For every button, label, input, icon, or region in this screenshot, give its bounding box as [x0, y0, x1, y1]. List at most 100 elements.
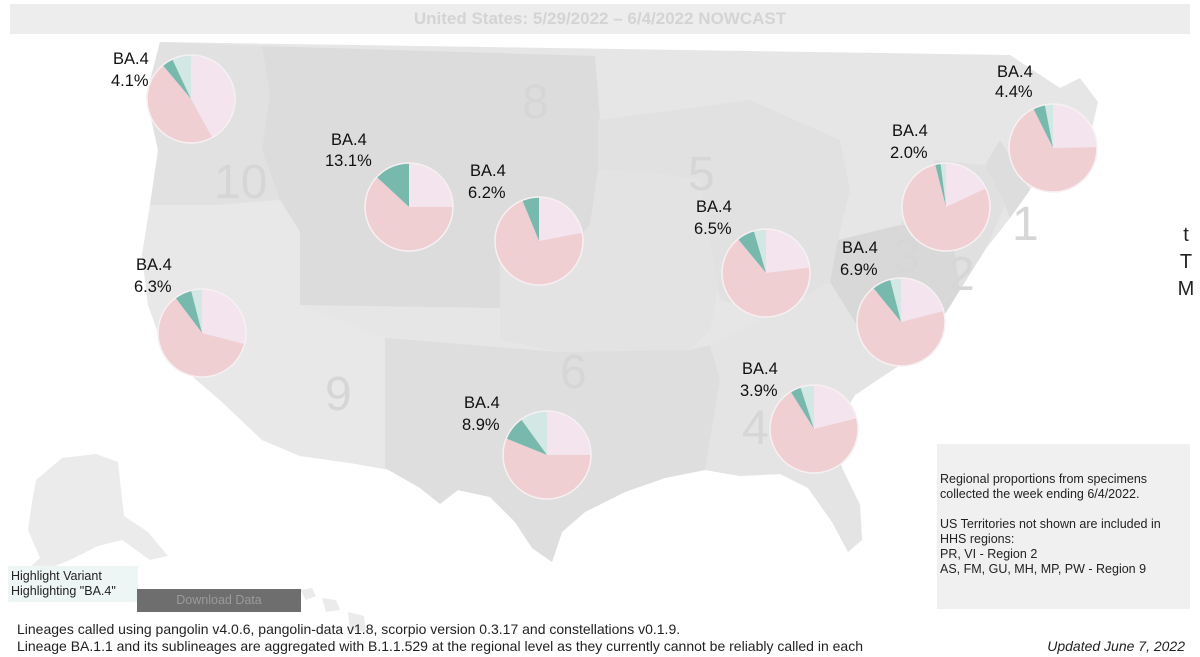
hawaii-land: [300, 588, 366, 632]
info-panel: Regional proportions from specimens coll…: [937, 444, 1190, 609]
pie-slice-highlight: [162, 59, 191, 99]
pie-label-percent: 4.4%: [995, 83, 1033, 101]
region-number-2: 2: [948, 248, 975, 301]
pie-slice-highlight: [790, 387, 814, 429]
pie-slice-other: [202, 289, 247, 344]
pie-region-5: BA.4 6.5%: [694, 198, 811, 318]
pie-slice-highlight: [935, 163, 946, 207]
pie-label-percent: 4.1%: [111, 72, 149, 90]
pie-region-7: BA.4 6.2%: [468, 162, 584, 286]
pie-outline: [721, 228, 811, 318]
pie-slice-dominant: [857, 287, 946, 366]
pie-label-percent: 3.9%: [740, 382, 778, 400]
pie-slice-highlight: [522, 197, 539, 241]
pie-label-percent: 6.3%: [134, 278, 172, 296]
pie-label-percent: 6.5%: [694, 220, 732, 238]
pie-slice-dominant: [365, 177, 453, 252]
pie-label-variant: BA.4: [842, 239, 878, 257]
info-line: AS, FM, GU, MH, MP, PW - Region 9: [940, 562, 1147, 576]
pie-slice-highlight: [506, 419, 547, 455]
pie-region-6: BA.4 8.9%: [462, 394, 592, 500]
pie-label-percent: 6.2%: [468, 184, 506, 202]
pie-label-variant: BA.4: [470, 162, 506, 180]
info-line: US Territories not shown are included in: [940, 517, 1161, 531]
pie-slice-dominant: [721, 239, 810, 318]
highlight-variant-value[interactable]: Highlighting "BA.4": [11, 584, 116, 598]
region-number-1: 1: [1012, 198, 1039, 251]
pie-slice-other: [191, 54, 236, 138]
pie-slice-highlight-light: [753, 229, 766, 273]
pie-outline: [502, 410, 592, 500]
info-line: PR, VI - Region 2: [940, 547, 1038, 561]
pie-slice-highlight: [376, 163, 409, 207]
pie-region-3: BA.4 6.9%: [840, 239, 946, 367]
region-number-6: 6: [560, 346, 587, 399]
region-number-5: 5: [688, 148, 715, 201]
pie-slice-other: [901, 278, 944, 322]
pie-slice-other: [539, 197, 583, 241]
side-letter: t: [1183, 224, 1189, 246]
pie-slice-highlight-light: [191, 289, 202, 333]
info-line: HHS regions:: [940, 532, 1015, 546]
pie-slice-dominant: [146, 65, 213, 144]
pie-slice-highlight: [737, 230, 766, 273]
region-9-area: [142, 200, 385, 468]
region-number-4: 4: [742, 402, 769, 455]
truncated-side-text: t T M: [1172, 222, 1200, 303]
pie-slice-highlight-light: [800, 385, 814, 429]
footer-pangolin-note: Lineages called using pangolin v4.0.6, p…: [17, 621, 681, 637]
pie-label-percent: 8.9%: [462, 416, 500, 434]
pie-label-percent: 13.1%: [325, 152, 372, 170]
pie-outline: [157, 288, 247, 378]
pie-region-10: BA.4 4.1%: [111, 50, 236, 144]
pie-slice-highlight-light: [940, 163, 946, 207]
pie-label-variant: BA.4: [696, 198, 732, 216]
pie-label-percent: 6.9%: [840, 261, 878, 279]
pie-label-variant: BA.4: [113, 50, 149, 68]
region-7-area: [500, 170, 720, 352]
pie-slice-highlight: [1033, 104, 1053, 148]
region-number-9: 9: [325, 368, 352, 421]
region-1-area: [985, 140, 1030, 218]
pie-outline: [364, 162, 454, 252]
pie-region-9: BA.4 6.3%: [134, 256, 247, 378]
pie-outline: [901, 162, 991, 252]
pie-slice-other: [946, 163, 986, 207]
footer-lineage-note: Lineage BA.1.1 and its sublineages are a…: [17, 638, 863, 654]
pie-label-percent: 2.0%: [890, 144, 928, 162]
info-line: Regional proportions from specimens: [940, 472, 1148, 486]
pie-outline: [856, 277, 946, 367]
alaska-land: [14, 454, 168, 582]
pie-region-2: BA.4 2.0%: [890, 122, 991, 252]
highlight-variant-control[interactable]: Highlight Variant Highlighting "BA.4": [8, 566, 138, 602]
pie-slice-highlight: [175, 290, 202, 333]
download-data-button[interactable]: Download Data: [137, 589, 301, 612]
pie-slice-other: [1053, 104, 1097, 148]
pie-slice-highlight: [873, 279, 901, 322]
pie-label-variant: BA.4: [892, 122, 928, 140]
pie-label-variant: BA.4: [742, 360, 778, 378]
pie-slice-dominant: [158, 297, 245, 378]
pie-outline: [1008, 103, 1098, 193]
pie-slice-other: [766, 229, 810, 273]
pie-slice-other: [409, 163, 453, 207]
pie-label-variant: BA.4: [331, 131, 367, 149]
pie-slice-highlight-light: [521, 411, 547, 455]
pie-label-variant: BA.4: [136, 256, 172, 274]
updated-date: Updated June 7, 2022: [1047, 638, 1185, 654]
pie-slice-highlight-light: [890, 278, 901, 322]
pie-outline: [769, 384, 859, 474]
side-letter: M: [1177, 278, 1195, 300]
map-title: United States: 5/29/2022 – 6/4/2022 NOWC…: [10, 4, 1190, 34]
pie-region-4: BA.4 3.9%: [740, 360, 859, 474]
pie-slice-other: [814, 385, 857, 429]
pie-outline: [146, 54, 236, 144]
region-number-10: 10: [214, 156, 267, 209]
pie-slice-dominant: [770, 391, 859, 473]
region-number-8: 8: [522, 76, 549, 129]
pie-slice-dominant: [1009, 108, 1098, 192]
pie-label-variant: BA.4: [997, 63, 1033, 81]
pie-label-variant: BA.4: [464, 394, 500, 412]
pie-slice-other: [547, 411, 591, 455]
